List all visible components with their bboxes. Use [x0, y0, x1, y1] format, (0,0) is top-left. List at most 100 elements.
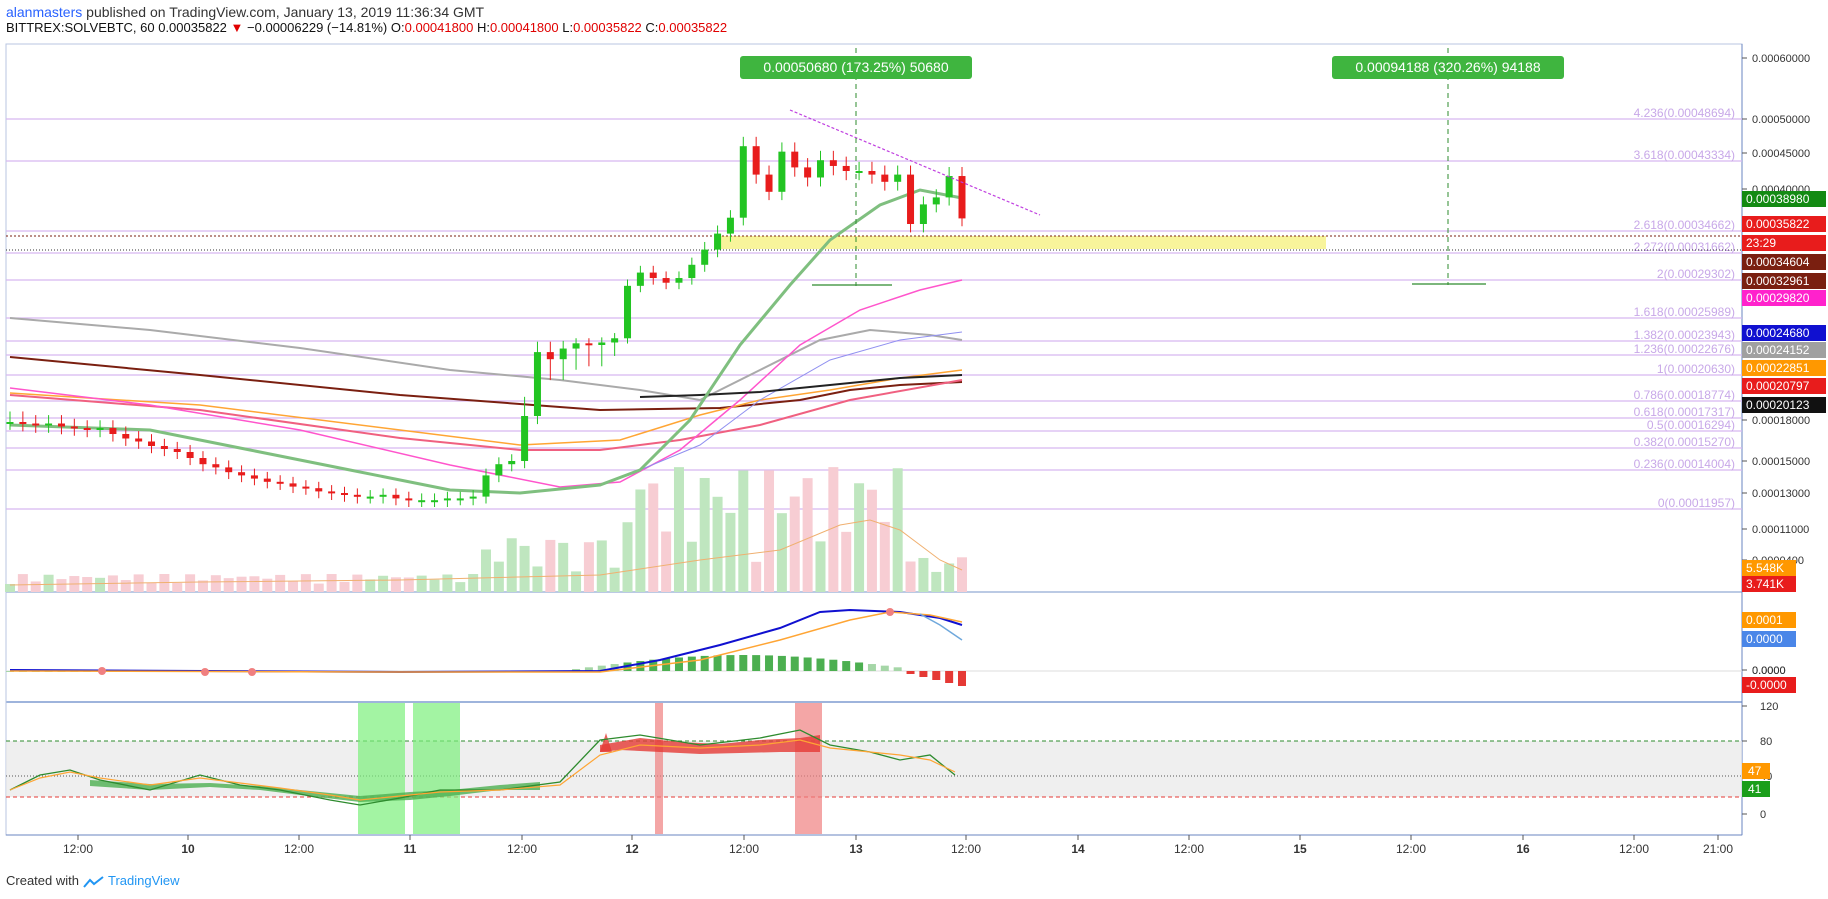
macd-hist: [777, 655, 786, 671]
time-tick-label: 14: [1071, 842, 1085, 856]
price-label-box: [1742, 325, 1826, 341]
candle-body: [135, 438, 143, 442]
footer: Created with TradingView: [6, 873, 180, 888]
ma-brown: [9, 356, 963, 412]
volume-bar: [828, 467, 839, 592]
volume-bar: [352, 574, 363, 592]
candle-body: [315, 488, 323, 492]
rsi-oversold-highlight: [358, 703, 405, 834]
candle-body: [32, 423, 40, 426]
candle-body: [379, 494, 387, 497]
macd-hist: [945, 671, 954, 683]
volume-bar: [262, 578, 273, 592]
volume-bar: [5, 584, 15, 592]
price-tick-label: 0.00045000: [1752, 148, 1810, 160]
volume-label-text: 3.741K: [1746, 577, 1784, 591]
candle-body: [443, 498, 451, 501]
candle-body: [122, 434, 130, 439]
volume-bar: [609, 567, 620, 592]
macd-hist: [958, 671, 966, 686]
price-label-text: 0.00020797: [1746, 379, 1810, 393]
volume-bar: [751, 561, 762, 592]
rsi-label-text: 41: [1748, 782, 1762, 796]
rsi-label-text: 47: [1748, 764, 1762, 778]
macd-hist: [880, 665, 889, 671]
volume-bar: [275, 574, 286, 592]
macd-hist: [842, 661, 851, 671]
volume-bar: [596, 540, 607, 592]
volume-bar: [571, 571, 582, 592]
price-label-box: [1742, 290, 1826, 306]
candle-body: [559, 348, 567, 360]
tradingview-brand-link[interactable]: TradingView: [108, 873, 180, 888]
support-zone: [714, 236, 1326, 249]
volume-bar: [879, 521, 890, 592]
volume-bar: [738, 470, 749, 592]
candle-body: [160, 446, 168, 449]
fib-label: 1.382(0.00023943): [1634, 328, 1735, 342]
candle-body: [19, 422, 27, 424]
volume-bar: [197, 580, 208, 592]
fib-label: 0(0.00011957): [1658, 496, 1735, 510]
volume-bar: [558, 542, 569, 592]
fib-label: 4.236(0.00048694): [1634, 106, 1735, 120]
price-tick-label: 0.00011000: [1752, 524, 1809, 536]
candle-body: [894, 174, 902, 182]
time-tick-label: 12:00: [1396, 842, 1426, 856]
tradingview-logo-icon: [82, 875, 104, 888]
fib-label: 0.236(0.00014004): [1634, 457, 1735, 471]
price-tick-label: 0.00015000: [1752, 456, 1810, 468]
candle-body: [238, 472, 246, 476]
volume-bar: [210, 575, 221, 592]
macd-hist: [906, 671, 915, 674]
annotation-box-2: 0.00094188 (320.26%) 94188: [1332, 56, 1564, 79]
volume-bar: [905, 561, 916, 592]
author-link[interactable]: alanmasters: [6, 4, 83, 20]
volume-bar: [146, 582, 157, 592]
macd-hist: [687, 656, 696, 671]
macd-hist: [752, 655, 761, 671]
fib-label: 0.618(0.00017317): [1634, 405, 1735, 419]
macd-label-box: [1742, 677, 1796, 693]
volume-bar: [699, 477, 710, 592]
macd-label-text: 0.0001: [1746, 613, 1783, 627]
candle-body: [881, 174, 889, 182]
rsi-overbought-fill: [600, 735, 820, 754]
volume-bar: [725, 512, 736, 592]
fib-label: 1.618(0.00025989): [1634, 305, 1735, 319]
price-axis[interactable]: 0.000600000.000500000.000450000.00040000…: [1742, 53, 1810, 821]
rsi-line: [9, 729, 956, 806]
candle-body: [919, 204, 927, 224]
volume-bar: [545, 539, 556, 592]
macd-hist: [765, 655, 774, 671]
volume-bar: [185, 574, 196, 592]
volume-bar: [776, 513, 787, 592]
volume-label-box: [1742, 560, 1796, 576]
time-axis[interactable]: 12:00 10 12:00 11 12:00 12 12:00 13 12:00 14 12:00…: [63, 835, 1733, 856]
close-label: C:: [645, 20, 659, 35]
time-tick-label: 12:00: [507, 842, 537, 856]
price-label-text: 0.00032961: [1746, 274, 1810, 288]
macd-hist: [572, 669, 581, 671]
candle-body: [611, 338, 619, 343]
rsi-tick-label: 0: [1760, 809, 1766, 821]
macd-hist: [700, 655, 709, 671]
volume-bar: [622, 522, 633, 592]
candle-body: [739, 146, 747, 218]
candle-body: [340, 493, 348, 495]
price-label-text: 0.00024152: [1746, 343, 1810, 357]
candle-body: [57, 423, 65, 427]
time-tick-label: 11: [404, 842, 417, 856]
annotation-box-1: 0.00050680 (173.25%) 50680: [740, 56, 972, 79]
macd-line-tail: [919, 613, 963, 641]
macd-hist: [636, 661, 645, 671]
volume-bar: [172, 582, 183, 592]
volume-bar: [416, 575, 427, 592]
fib-label: 0.786(0.00018774): [1634, 388, 1735, 402]
indicator-frame: [5, 591, 1743, 836]
price-tick-label: 0.00018000: [1752, 415, 1810, 427]
macd-hist: [803, 657, 812, 671]
candle-body: [791, 151, 799, 168]
candle-body: [70, 426, 78, 429]
